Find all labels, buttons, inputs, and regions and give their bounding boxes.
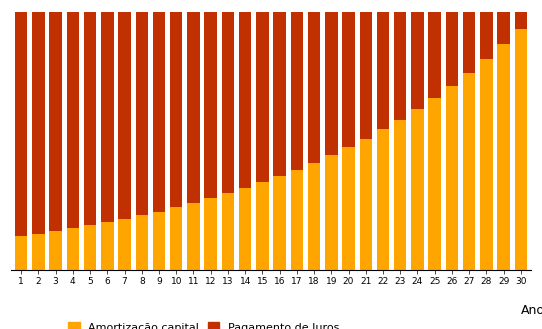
Bar bbox=[394, 12, 406, 120]
X-axis label: Anos: Anos bbox=[521, 304, 542, 317]
Bar bbox=[325, 155, 338, 270]
Bar bbox=[67, 12, 79, 228]
Bar bbox=[514, 12, 527, 29]
Bar bbox=[446, 86, 458, 270]
Bar bbox=[32, 12, 44, 234]
Bar bbox=[118, 12, 131, 219]
Bar bbox=[84, 225, 96, 270]
Bar bbox=[49, 12, 62, 231]
Bar bbox=[188, 12, 199, 203]
Bar bbox=[101, 12, 113, 222]
Bar bbox=[411, 109, 424, 270]
Bar bbox=[136, 12, 148, 215]
Bar bbox=[188, 203, 199, 270]
Bar bbox=[480, 12, 493, 59]
Bar bbox=[118, 219, 131, 270]
Bar bbox=[343, 12, 354, 147]
Bar bbox=[359, 12, 372, 139]
Bar bbox=[49, 231, 62, 270]
Bar bbox=[153, 12, 165, 212]
Bar bbox=[15, 12, 28, 236]
Bar bbox=[67, 228, 79, 270]
Bar bbox=[256, 182, 269, 270]
Bar bbox=[463, 12, 475, 73]
Bar bbox=[291, 12, 303, 170]
Bar bbox=[394, 120, 406, 270]
Bar bbox=[273, 12, 286, 176]
Legend: Amortização capital, Pagamento de Juros: Amortização capital, Pagamento de Juros bbox=[68, 322, 340, 329]
Bar bbox=[463, 73, 475, 270]
Bar bbox=[291, 170, 303, 270]
Bar bbox=[308, 163, 320, 270]
Bar bbox=[446, 12, 458, 86]
Bar bbox=[239, 12, 251, 188]
Bar bbox=[498, 12, 510, 44]
Bar bbox=[153, 212, 165, 270]
Bar bbox=[101, 222, 113, 270]
Bar bbox=[239, 188, 251, 270]
Bar bbox=[480, 59, 493, 270]
Bar bbox=[377, 12, 389, 129]
Bar bbox=[359, 139, 372, 270]
Bar bbox=[429, 98, 441, 270]
Bar bbox=[136, 215, 148, 270]
Bar bbox=[411, 12, 424, 109]
Bar bbox=[498, 44, 510, 270]
Bar bbox=[514, 29, 527, 270]
Bar bbox=[343, 147, 354, 270]
Bar bbox=[256, 12, 269, 182]
Bar bbox=[222, 193, 234, 270]
Bar bbox=[222, 12, 234, 193]
Bar bbox=[204, 12, 217, 198]
Bar bbox=[170, 208, 183, 270]
Bar bbox=[325, 12, 338, 155]
Bar bbox=[377, 129, 389, 270]
Bar bbox=[32, 234, 44, 270]
Bar bbox=[308, 12, 320, 163]
Bar bbox=[273, 176, 286, 270]
Bar bbox=[84, 12, 96, 225]
Bar bbox=[170, 12, 183, 208]
Bar bbox=[429, 12, 441, 98]
Bar bbox=[15, 236, 28, 270]
Bar bbox=[204, 198, 217, 270]
